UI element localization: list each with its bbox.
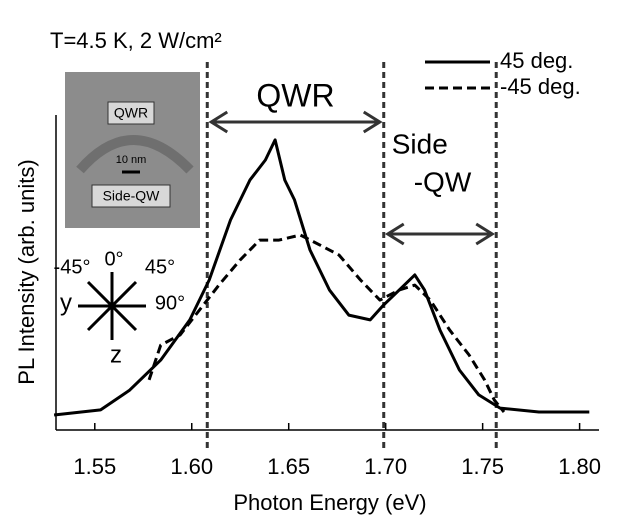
inset-label-box	[91, 184, 171, 208]
series-line	[53, 138, 590, 417]
diagram-label: 0°	[104, 248, 123, 270]
x-tick-label: 1.55	[73, 454, 116, 479]
chart-title: T=4.5 K, 2 W/cm²	[50, 28, 222, 53]
diagram-label: 45°	[145, 256, 175, 278]
y-axis-label: PL Intensity (arb. units)	[14, 159, 39, 384]
x-tick-label: 1.70	[364, 454, 407, 479]
x-tick-label: 1.65	[267, 454, 310, 479]
inset-label: Side-QW	[103, 188, 161, 204]
diagram-label: 90°	[155, 292, 185, 314]
diagram-label: z	[110, 341, 122, 368]
x-tick-label: 1.75	[461, 454, 504, 479]
x-axis-label: Photon Energy (eV)	[233, 490, 426, 515]
annotation: QWR	[256, 77, 334, 113]
arrow-head	[208, 110, 229, 134]
arrow-head	[475, 222, 496, 246]
inset-scale-label: 10 nm	[116, 154, 147, 166]
inset-label: QWR	[114, 105, 148, 121]
x-tick-label: 1.60	[170, 454, 213, 479]
diagram-label: -45°	[54, 256, 91, 278]
inset-label-box	[107, 101, 155, 125]
axes-diagram	[78, 272, 146, 340]
arrow-head	[384, 222, 405, 246]
legend-label: -45 deg.	[500, 74, 581, 99]
annotation: -QW	[414, 166, 472, 197]
legend-label: 45 deg.	[500, 48, 573, 73]
x-tick-label: 1.80	[558, 454, 601, 479]
annotation: Side	[392, 128, 448, 159]
diagram-label: y	[60, 289, 72, 316]
series-line	[147, 233, 506, 413]
inset-wire	[76, 135, 194, 174]
arrow-head	[362, 110, 383, 134]
